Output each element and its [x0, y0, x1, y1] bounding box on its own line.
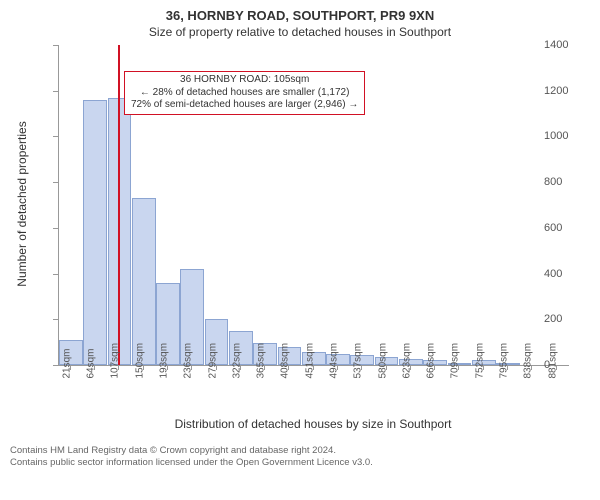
y-tick-label: 1400 — [544, 39, 596, 51]
plot-area: 36 HORNBY ROAD: 105sqm← 28% of detached … — [58, 45, 569, 366]
y-tick-mark — [53, 319, 58, 320]
y-tick-mark — [53, 274, 58, 275]
x-axis-title: Distribution of detached houses by size … — [58, 417, 568, 431]
y-tick-label: 1200 — [544, 85, 596, 97]
y-tick-label: 200 — [544, 313, 596, 325]
y-tick-label: 400 — [544, 268, 596, 280]
y-tick-label: 800 — [544, 176, 596, 188]
y-tick-mark — [53, 365, 58, 366]
callout-line-2: ← 28% of detached houses are smaller (1,… — [131, 87, 358, 100]
y-tick-label: 600 — [544, 222, 596, 234]
callout-box: 36 HORNBY ROAD: 105sqm← 28% of detached … — [124, 71, 365, 115]
footer: Contains HM Land Registry data © Crown c… — [0, 441, 600, 469]
footer-line-1: Contains HM Land Registry data © Crown c… — [10, 445, 590, 457]
histogram-bar — [83, 100, 107, 365]
y-tick-label: 1000 — [544, 130, 596, 142]
histogram-chart: Number of detached properties 36 HORNBY … — [0, 41, 600, 441]
y-tick-mark — [53, 228, 58, 229]
reference-line — [118, 45, 120, 365]
callout-line-3: 72% of semi-detached houses are larger (… — [131, 99, 358, 112]
y-tick-mark — [53, 91, 58, 92]
y-tick-mark — [53, 136, 58, 137]
page-subtitle: Size of property relative to detached ho… — [0, 23, 600, 41]
y-tick-mark — [53, 45, 58, 46]
y-axis-title: Number of detached properties — [15, 104, 29, 304]
page-title: 36, HORNBY ROAD, SOUTHPORT, PR9 9XN — [0, 0, 600, 23]
footer-line-2: Contains public sector information licen… — [10, 457, 590, 469]
y-tick-mark — [53, 182, 58, 183]
callout-line-1: 36 HORNBY ROAD: 105sqm — [131, 74, 358, 87]
histogram-bar — [132, 198, 156, 365]
